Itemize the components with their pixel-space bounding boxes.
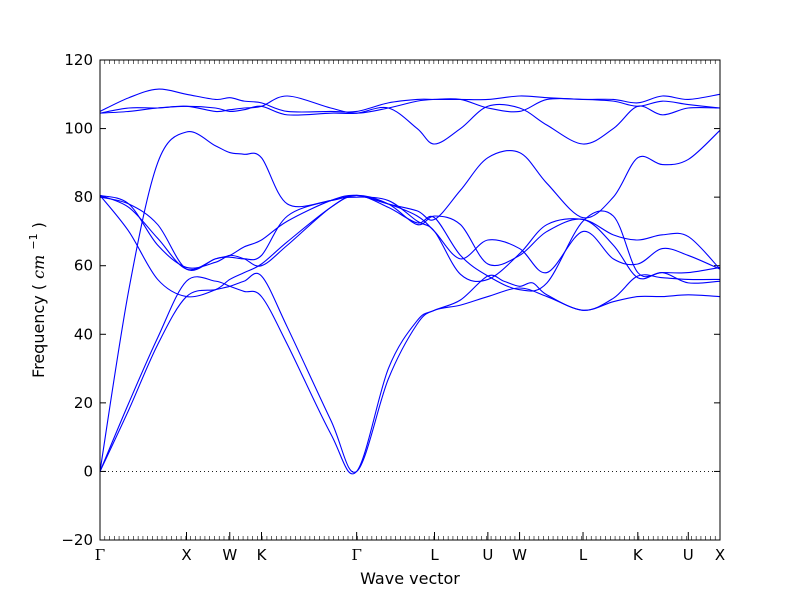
y-tick-label: 120 (64, 51, 93, 69)
x-tick-label: W (222, 546, 237, 564)
x-tick-label: K (633, 546, 644, 564)
band-line-5 (99, 194, 721, 274)
y-tick-label: −20 (61, 531, 93, 549)
y-tick-label: 20 (74, 394, 93, 412)
band-line-9 (99, 95, 721, 114)
y-axis-label-unit-exp: −1 (27, 233, 40, 249)
y-tick-label: 60 (74, 257, 93, 275)
x-tick-label: L (430, 546, 439, 564)
band-line-7 (99, 129, 721, 472)
y-tick-label: 0 (83, 462, 93, 480)
y-tick-labels: −20 0 20 40 60 80 100 120 (61, 51, 93, 549)
x-tick-label: L (579, 546, 588, 564)
band-line-4 (99, 194, 721, 284)
x-axis-label: Wave vector (360, 569, 460, 588)
series-layer (99, 88, 721, 475)
plot-frame (99, 59, 721, 541)
x-tick-label: Γ (95, 546, 105, 564)
y-tick-label: 80 (74, 188, 93, 206)
y-axis-label-unit: cm (29, 255, 48, 279)
x-tick-label: X (181, 546, 191, 564)
band-line-2 (99, 274, 721, 475)
x-tick-label: W (512, 546, 527, 564)
band-line-6 (99, 196, 721, 282)
band-line-10 (99, 88, 721, 113)
band-line-3 (99, 194, 721, 298)
y-axis-label-open-paren: ( (29, 284, 48, 290)
y-tick-label: 100 (64, 120, 93, 138)
x-tick-label: Γ (351, 546, 361, 564)
x-tick-label: U (683, 546, 694, 564)
y-axis-label: Frequency ( cm −1 ) (22, 222, 48, 378)
tick-marks (99, 59, 721, 541)
x-tick-label: U (482, 546, 493, 564)
band-line-1 (99, 272, 721, 473)
y-axis-label-close-paren: ) (29, 222, 48, 228)
x-tick-label: K (257, 546, 268, 564)
y-axis-label-text: Frequency (29, 295, 48, 378)
y-tick-label: 40 (74, 325, 93, 343)
x-tick-label: X (715, 546, 725, 564)
band-line-8 (99, 103, 721, 145)
